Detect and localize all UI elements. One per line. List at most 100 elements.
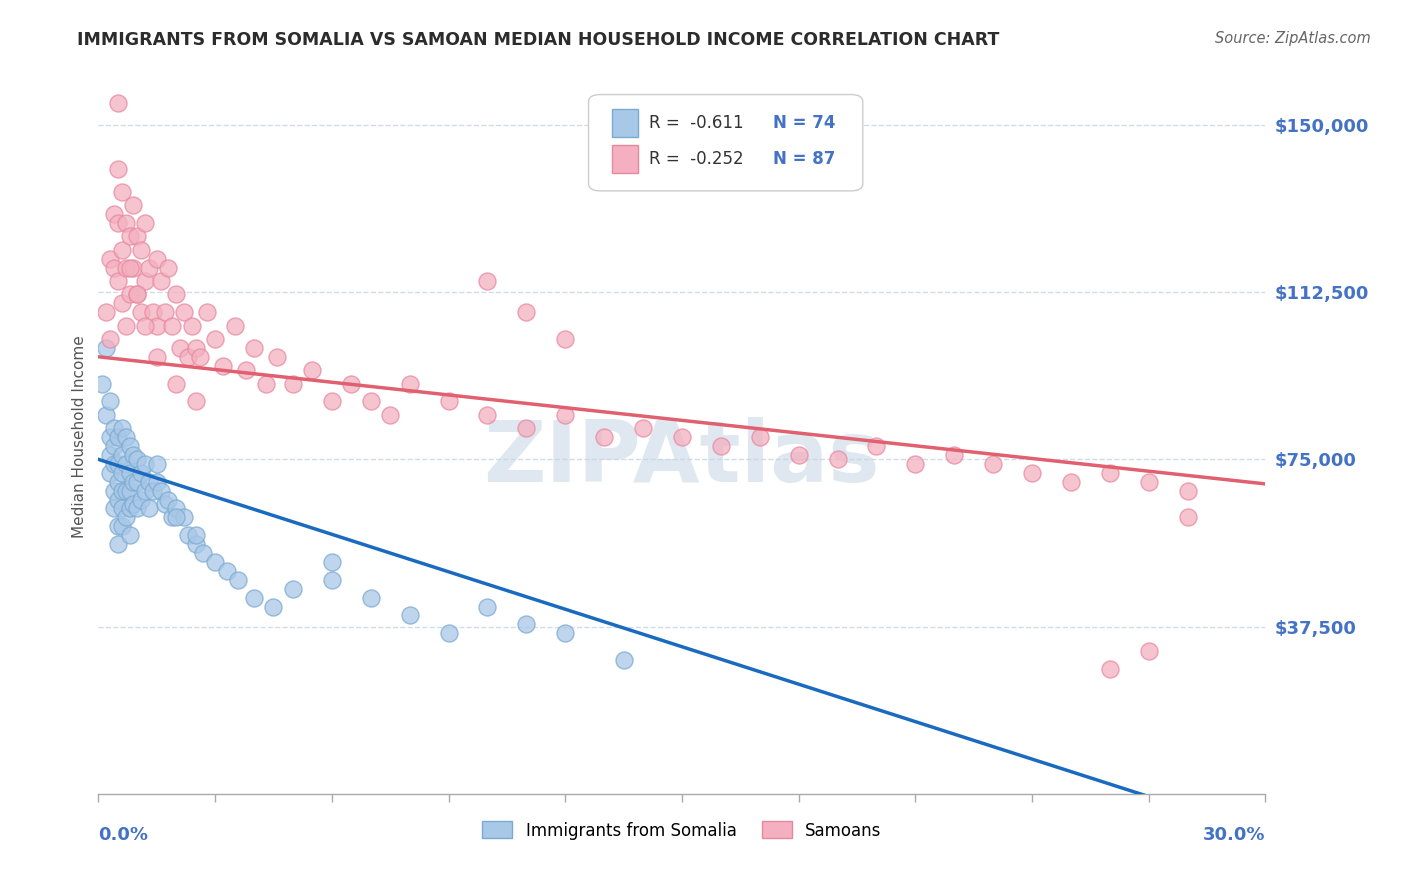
Y-axis label: Median Household Income: Median Household Income — [72, 335, 87, 539]
Point — [787, 448, 810, 462]
Point — [748, 430, 770, 444]
Text: R =  -0.611: R = -0.611 — [650, 114, 744, 132]
Point — [111, 466, 134, 480]
Point — [477, 274, 499, 288]
Point — [515, 617, 537, 632]
Point — [142, 483, 165, 498]
Point — [204, 332, 226, 346]
Point — [127, 287, 149, 301]
Point — [360, 394, 382, 409]
Point — [671, 430, 693, 444]
Point — [477, 408, 499, 422]
Point — [195, 305, 218, 319]
Point — [631, 421, 654, 435]
Point — [127, 475, 149, 489]
Point — [118, 501, 141, 516]
Point — [111, 421, 134, 435]
Point — [180, 318, 202, 333]
Point — [103, 483, 125, 498]
Point — [111, 243, 134, 257]
Point — [122, 448, 145, 462]
Point — [111, 448, 134, 462]
Point — [91, 376, 114, 391]
Point — [103, 501, 125, 516]
FancyBboxPatch shape — [612, 145, 637, 173]
Point — [111, 501, 134, 516]
Point — [118, 528, 141, 542]
Text: N = 87: N = 87 — [773, 150, 835, 168]
Point — [98, 466, 121, 480]
Point — [904, 457, 927, 471]
Point — [710, 439, 733, 453]
Point — [118, 260, 141, 275]
Point — [127, 229, 149, 244]
Point — [134, 483, 156, 498]
Point — [114, 483, 136, 498]
Point — [129, 243, 152, 257]
Point — [149, 274, 172, 288]
Point — [138, 475, 160, 489]
Point — [96, 305, 118, 319]
Point — [98, 394, 121, 409]
Point — [162, 510, 184, 524]
Point — [865, 439, 887, 453]
Point — [169, 341, 191, 355]
Point — [301, 363, 323, 377]
Point — [107, 95, 129, 110]
Point — [224, 318, 246, 333]
Point — [114, 510, 136, 524]
Point — [114, 260, 136, 275]
Point — [111, 519, 134, 533]
Point — [398, 376, 420, 391]
Point — [515, 421, 537, 435]
Point — [107, 492, 129, 507]
Point — [177, 528, 200, 542]
Point — [173, 510, 195, 524]
Point — [138, 260, 160, 275]
Point — [111, 185, 134, 199]
Point — [107, 519, 129, 533]
Point — [1177, 510, 1199, 524]
Point — [129, 492, 152, 507]
Point — [243, 591, 266, 605]
Point — [321, 573, 343, 587]
Point — [228, 573, 250, 587]
Point — [1021, 466, 1043, 480]
Point — [107, 537, 129, 551]
Point — [146, 457, 169, 471]
Point — [118, 439, 141, 453]
Point — [114, 216, 136, 230]
Point — [165, 287, 187, 301]
Point — [212, 359, 235, 373]
Point — [165, 376, 187, 391]
Point — [254, 376, 277, 391]
Point — [1098, 662, 1121, 676]
Point — [593, 430, 616, 444]
FancyBboxPatch shape — [589, 95, 863, 191]
Point — [266, 350, 288, 364]
Point — [943, 448, 966, 462]
Point — [146, 252, 169, 266]
Point — [96, 341, 118, 355]
Point — [437, 394, 460, 409]
Point — [398, 608, 420, 623]
Point — [184, 394, 207, 409]
Point — [129, 305, 152, 319]
Point — [98, 252, 121, 266]
Point — [107, 216, 129, 230]
Text: N = 74: N = 74 — [773, 114, 835, 132]
Point — [554, 332, 576, 346]
Point — [157, 492, 180, 507]
Point — [127, 287, 149, 301]
Point — [107, 430, 129, 444]
Point — [107, 274, 129, 288]
Point — [554, 408, 576, 422]
Point — [613, 653, 636, 667]
Point — [122, 475, 145, 489]
Point — [153, 305, 176, 319]
Point — [122, 260, 145, 275]
FancyBboxPatch shape — [612, 109, 637, 137]
Point — [134, 216, 156, 230]
Point — [243, 341, 266, 355]
Point — [118, 483, 141, 498]
